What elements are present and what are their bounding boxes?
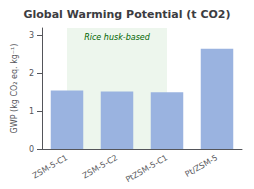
svg-text:ZSM-5-C1: ZSM-5-C1: [31, 153, 69, 180]
svg-text:GWP (kg CO₂ eq. kg⁻¹): GWP (kg CO₂ eq. kg⁻¹): [10, 44, 19, 134]
svg-text:3: 3: [29, 31, 34, 40]
svg-text:Rice husk-based: Rice husk-based: [84, 33, 151, 42]
svg-text:Global Warming Potential (t CO: Global Warming Potential (t CO2): [23, 8, 230, 21]
svg-text:PtZSM-5-C1: PtZSM-5-C1: [124, 153, 169, 184]
svg-text:0: 0: [29, 145, 34, 154]
svg-text:1: 1: [29, 107, 34, 116]
svg-text:2: 2: [29, 69, 34, 78]
svg-text:Pt/ZSM-5: Pt/ZSM-5: [184, 153, 220, 179]
svg-text:ZSM-5-C2: ZSM-5-C2: [81, 153, 119, 180]
